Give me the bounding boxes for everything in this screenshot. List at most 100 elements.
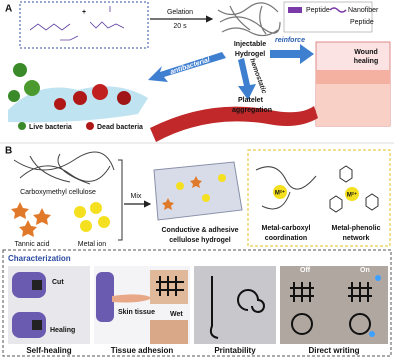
printed-spiral [237, 289, 265, 313]
metal-symbol: M²⁺ [275, 190, 285, 197]
dead-icon [86, 122, 94, 130]
printed-grid [156, 276, 184, 296]
plus-sign: + [82, 9, 86, 16]
live-bacterium [24, 80, 40, 96]
mechanism-box [247, 149, 391, 247]
panel-a: A + Gelation 20 s Peptide Nanofiber Pept… [5, 1, 391, 142]
skin-label: Skin tissue [118, 309, 155, 316]
panel-label: A [5, 4, 12, 15]
ion [202, 194, 210, 202]
wound-label: healing [354, 58, 379, 65]
ion [80, 220, 92, 232]
wet-label: Wet [170, 311, 183, 318]
molecule-box [19, 1, 149, 49]
legend-nanofiber: Nanofiber [348, 7, 379, 14]
panel-b: B Carboxymethyl cellulose Tannic acid Me… [2, 146, 392, 357]
caption: Self-healing [26, 346, 71, 355]
live-bacterium [13, 63, 27, 77]
hydrogel-sample [32, 280, 42, 290]
legend-peptide-2: Peptide [350, 19, 374, 26]
ion [176, 182, 184, 190]
led [369, 331, 375, 337]
star [11, 202, 29, 219]
star [162, 198, 174, 210]
tissue-layer [316, 84, 390, 126]
ion [98, 216, 110, 228]
reinforce-arrow [270, 44, 314, 64]
hemostatic-arrow [238, 58, 256, 100]
off-label: Off [300, 267, 311, 274]
bacteria [8, 63, 131, 110]
cellulose-label: Carboxymethyl cellulose [20, 189, 96, 196]
hydrogel-label: Hydrogel [235, 51, 265, 58]
mechanism-label: Metal-phenolic [331, 225, 380, 232]
characterization-title: Characterization [8, 254, 71, 263]
mechanism-label: coordination [265, 235, 307, 242]
healing-label: Healing [50, 327, 75, 334]
platelet-label: aggregation [232, 107, 272, 114]
direct-writing-photo [280, 266, 388, 344]
ion [218, 174, 226, 182]
cellulose-strands [13, 151, 115, 185]
caption: Direct writing [308, 346, 359, 355]
metal-label: Metal ion [78, 241, 107, 248]
molecule-structure [29, 6, 125, 41]
printed-line [209, 276, 219, 339]
hydrogel-label: Injectable [234, 41, 266, 48]
hydrogel-contents [162, 174, 226, 210]
panel-label: B [5, 146, 12, 157]
mechanism-label: network [343, 235, 370, 242]
caption: Tissue adhesion [111, 346, 174, 355]
dead-bacterium [92, 84, 108, 100]
metal-symbol: M²⁺ [347, 192, 357, 199]
arrow-label: reinforce [275, 37, 305, 44]
ion [90, 202, 102, 214]
tannic-label: Tannic acid [14, 241, 49, 248]
star [33, 208, 51, 225]
tannic-acid-stars [11, 202, 51, 237]
hydrogel-label: Conductive & adhesive [161, 227, 238, 234]
hydrogel-cube [153, 161, 243, 221]
printability-photo [194, 266, 276, 344]
glove [12, 272, 46, 298]
live-icon [18, 122, 26, 130]
blood-vessel [150, 106, 318, 142]
skin-photo [150, 320, 188, 344]
cut-label: Cut [52, 279, 64, 286]
star [19, 220, 37, 237]
dead-bacterium [73, 91, 87, 105]
led [375, 275, 381, 281]
metal-center [345, 187, 359, 201]
on-label: On [360, 267, 370, 274]
written-grid [290, 282, 372, 302]
chain [255, 166, 317, 210]
gelation-label: Gelation [167, 9, 193, 16]
peptide-icon [288, 7, 302, 13]
hydrogel-sample [32, 320, 42, 330]
star [190, 176, 202, 188]
live-bacterium [8, 90, 20, 102]
platelet-label: Platelet [238, 97, 264, 104]
dead-bacterium [54, 98, 66, 110]
mechanism-label: Metal-carboxyl [261, 225, 310, 232]
live-label: Live bacteria [29, 124, 72, 131]
metal-center [273, 185, 287, 199]
hydrogel-label: cellulose hydrogel [169, 237, 231, 244]
ion [74, 206, 86, 218]
written-circle [291, 313, 313, 335]
skin-layer [316, 70, 390, 84]
written-circle [349, 313, 371, 335]
antibacterial-arrow [148, 52, 226, 82]
nanofiber-mesh [217, 2, 281, 37]
metal-ions [74, 202, 110, 232]
arrow-label: antibacterial [169, 56, 211, 76]
legend-peptide: Peptide [306, 7, 330, 14]
glove [96, 272, 114, 322]
mix-label: Mix [131, 193, 142, 200]
skin-tissue [112, 294, 152, 303]
bracket [118, 159, 123, 241]
nanofiber-icon [329, 7, 347, 13]
glove [12, 312, 46, 338]
wound-label: Wound [354, 49, 378, 56]
